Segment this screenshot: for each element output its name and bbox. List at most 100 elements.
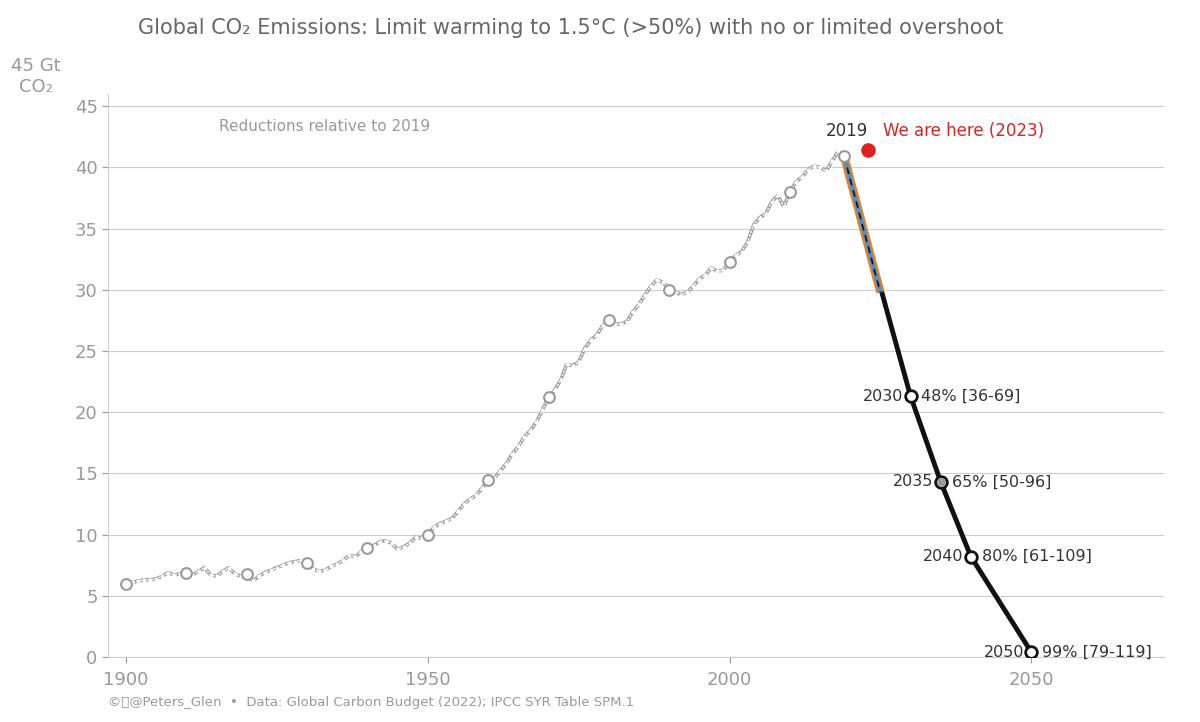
Point	[533, 404, 552, 415]
Point	[901, 391, 920, 402]
Point	[605, 318, 624, 330]
Point	[780, 186, 799, 198]
Point	[250, 570, 269, 582]
Point	[238, 568, 257, 580]
Point	[328, 558, 347, 570]
Text: 2040: 2040	[923, 549, 964, 564]
Point	[491, 465, 510, 477]
Text: 99% [79-119]: 99% [79-119]	[1042, 645, 1152, 659]
Point	[334, 554, 353, 566]
Point	[696, 269, 715, 281]
Point	[274, 560, 293, 571]
Point	[708, 266, 727, 277]
Point	[394, 541, 413, 552]
Point	[244, 575, 263, 587]
Point	[575, 343, 594, 355]
Point	[581, 334, 600, 346]
Point	[738, 236, 757, 248]
Point	[756, 208, 775, 219]
Point	[1021, 646, 1040, 658]
Point	[732, 246, 751, 258]
Point	[449, 505, 468, 517]
Point	[443, 513, 462, 524]
Point	[527, 416, 546, 427]
Point	[310, 565, 329, 577]
Point	[672, 289, 691, 300]
Point	[292, 554, 311, 566]
Point	[931, 477, 950, 488]
Point	[419, 529, 438, 540]
Point	[720, 256, 739, 267]
Point	[792, 171, 811, 183]
Point	[599, 315, 618, 326]
Point	[503, 448, 522, 460]
Point	[515, 431, 534, 443]
Point	[551, 375, 570, 386]
Point	[182, 569, 202, 580]
Point	[128, 575, 148, 587]
Point	[412, 533, 431, 544]
Point	[690, 273, 709, 284]
Point	[780, 186, 799, 198]
Point	[750, 212, 769, 223]
Point	[232, 570, 251, 582]
Point	[684, 280, 703, 292]
Point	[617, 316, 636, 327]
Point	[859, 144, 878, 156]
Point	[485, 472, 504, 484]
Point	[660, 284, 679, 295]
Text: Global CO₂ Emissions: Limit warming to 1.5°C (>50%) with no or limited overshoot: Global CO₂ Emissions: Limit warming to 1…	[138, 18, 1003, 38]
Point	[226, 568, 245, 580]
Point	[539, 392, 558, 404]
Point	[539, 392, 558, 404]
Point	[298, 557, 317, 568]
Point	[473, 482, 492, 494]
Point	[164, 569, 184, 580]
Point	[388, 544, 407, 555]
Text: 2030: 2030	[863, 388, 904, 404]
Point	[286, 556, 305, 567]
Point	[176, 567, 196, 578]
Point	[406, 531, 425, 543]
Point	[262, 565, 281, 576]
Point	[822, 155, 841, 167]
Point	[208, 570, 227, 582]
Point	[563, 360, 582, 371]
Point	[587, 329, 606, 341]
Point	[346, 551, 365, 562]
Point	[714, 264, 733, 276]
Point	[521, 425, 540, 436]
Point	[437, 516, 456, 527]
Point	[816, 165, 835, 177]
Point	[152, 570, 172, 582]
Point	[146, 573, 166, 584]
Point	[176, 567, 196, 578]
Point	[834, 150, 853, 162]
Point	[702, 262, 721, 274]
Point	[648, 274, 667, 286]
Point	[768, 190, 787, 201]
Point	[774, 201, 793, 212]
Point	[654, 277, 673, 288]
Point	[382, 537, 401, 549]
Point	[220, 562, 239, 573]
Point	[238, 568, 257, 580]
Text: We are here (2023): We are here (2023)	[883, 123, 1044, 140]
Point	[744, 219, 763, 230]
Point	[599, 315, 618, 326]
Point	[569, 356, 588, 367]
Point	[834, 150, 853, 162]
Point	[214, 565, 233, 577]
Point	[636, 289, 655, 300]
Point	[666, 287, 685, 298]
Point	[630, 299, 649, 310]
Point	[509, 440, 528, 452]
Text: 2019: 2019	[826, 123, 869, 140]
Point	[340, 549, 359, 561]
Point	[467, 490, 486, 501]
Point	[660, 284, 679, 295]
Point	[804, 160, 823, 172]
Point	[358, 542, 377, 554]
Point	[256, 567, 275, 578]
Point	[425, 521, 444, 533]
